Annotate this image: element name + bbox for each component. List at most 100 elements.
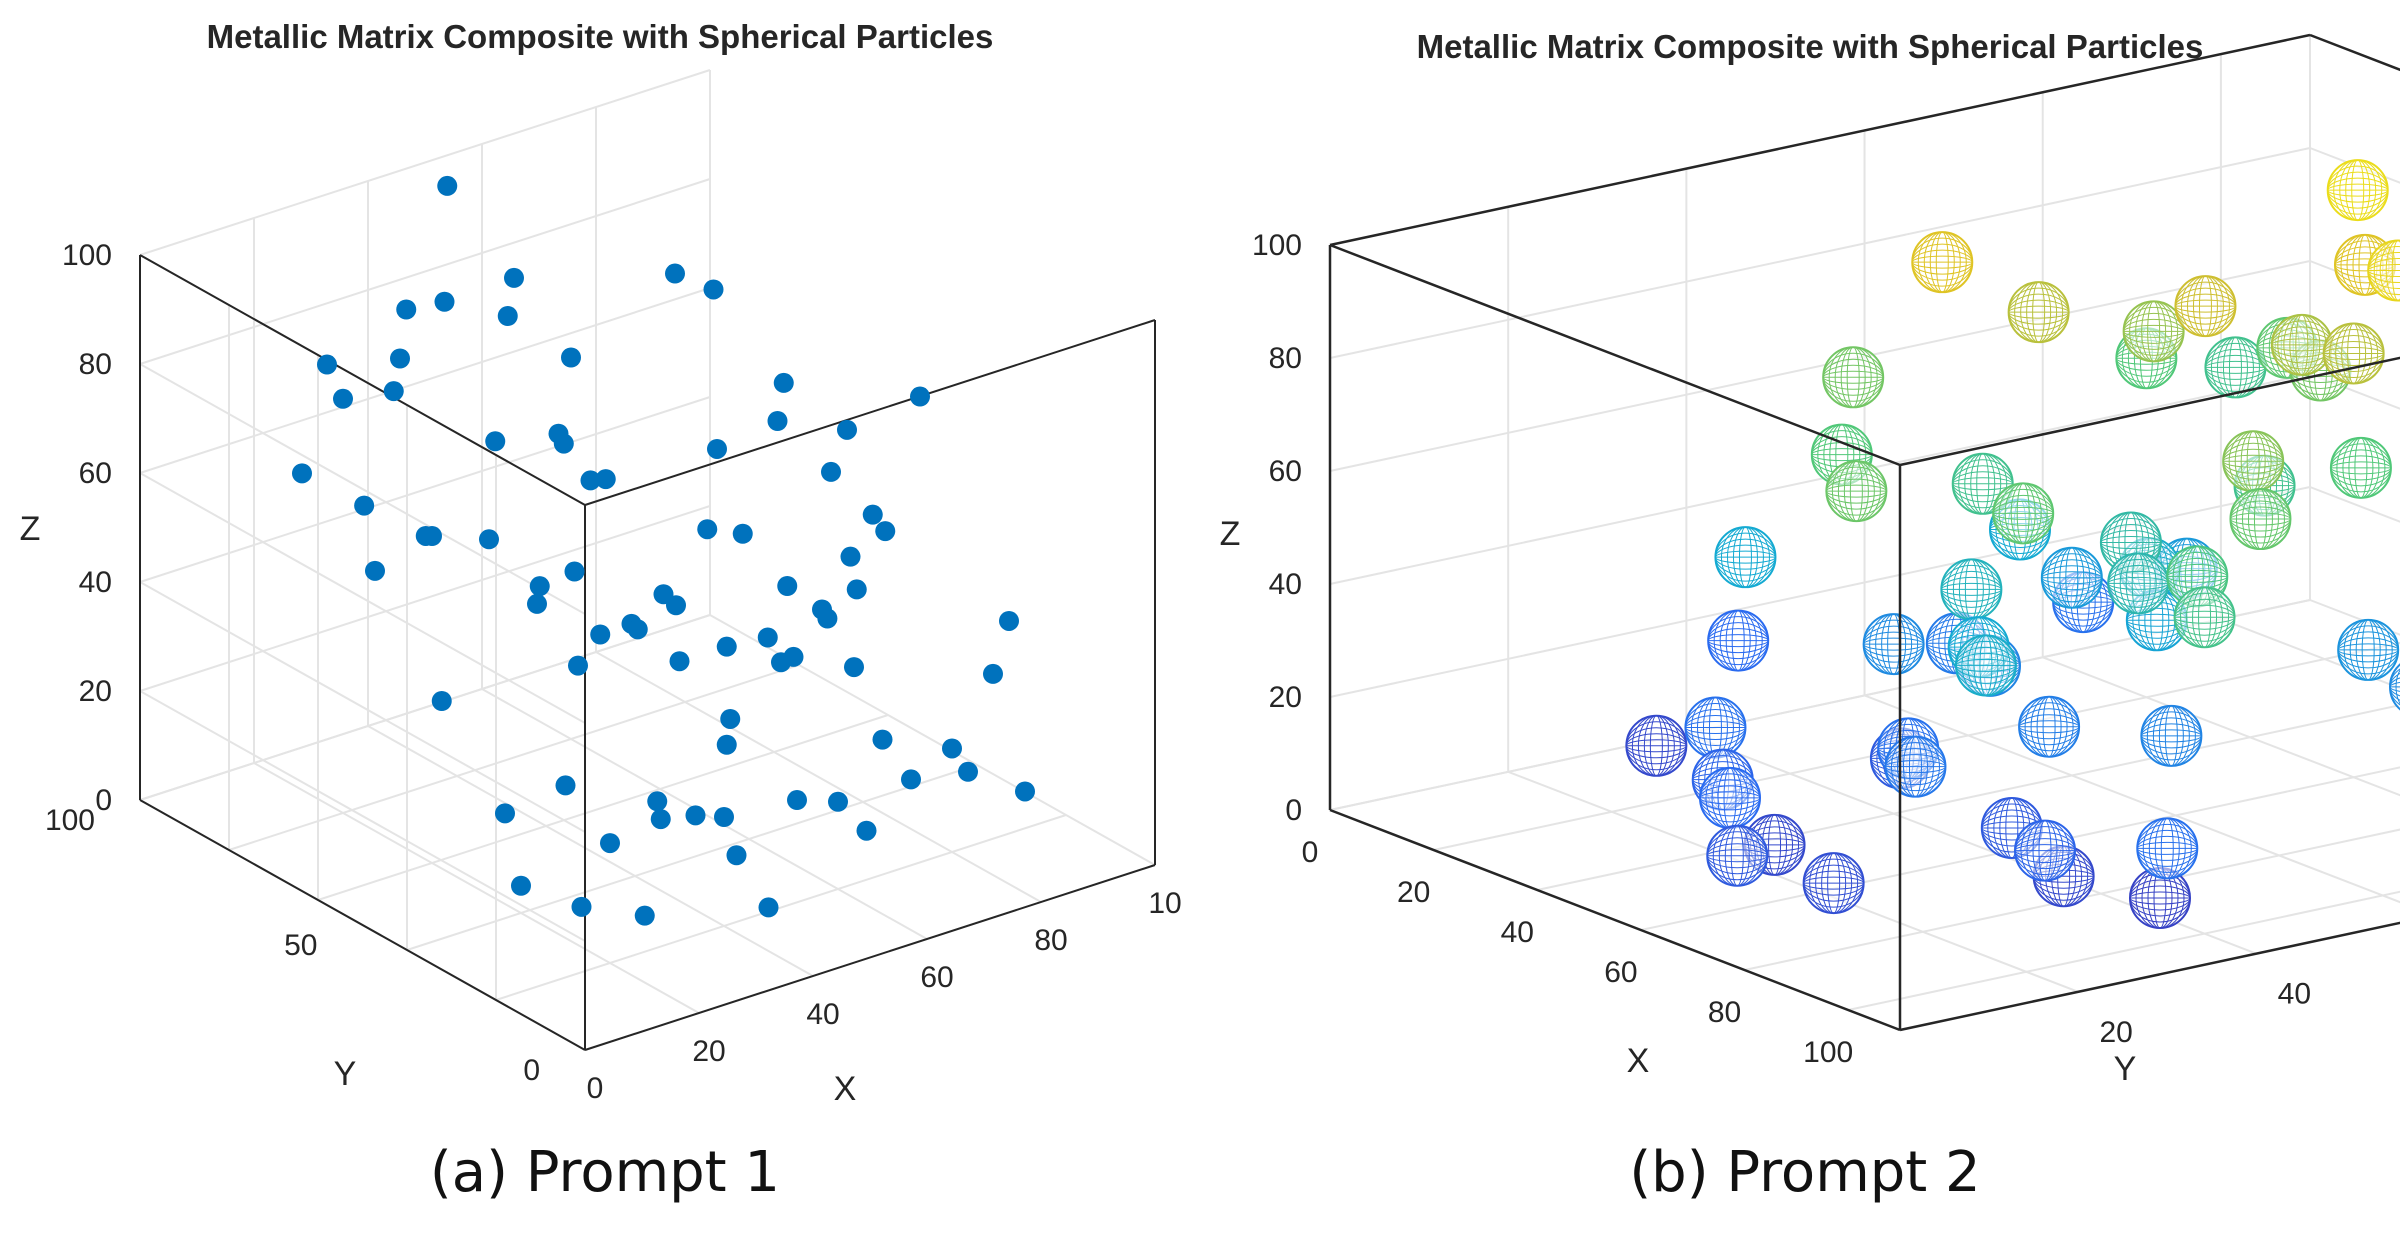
data-point <box>485 431 506 452</box>
z-tick-label: 80 <box>79 348 112 381</box>
figure-panel-b: 02040608010002040608010020406080100Metal… <box>1210 0 2400 1255</box>
data-point <box>846 579 867 600</box>
data-point <box>527 593 547 614</box>
z-tick-label: 100 <box>62 239 112 272</box>
sphere-particle <box>2337 618 2400 681</box>
data-point <box>720 708 741 729</box>
data-point <box>634 905 655 926</box>
sphere-particle <box>1992 482 2055 545</box>
grid-line <box>253 762 700 1014</box>
data-point <box>758 897 779 918</box>
sphere-particle <box>1822 346 1885 409</box>
z-tick-label: 0 <box>1285 794 1302 827</box>
data-point <box>333 388 353 409</box>
data-point <box>685 805 706 826</box>
grid-line <box>228 664 800 851</box>
data-point <box>777 576 798 596</box>
y-tick-label: 0 <box>523 1054 540 1087</box>
grid-line <box>139 505 711 692</box>
data-point <box>942 738 962 759</box>
data-point <box>767 411 788 431</box>
box-edge <box>1329 243 1901 467</box>
data-point <box>590 624 611 645</box>
data-point <box>595 469 616 490</box>
grid-line <box>139 69 711 256</box>
box-edge <box>139 254 586 506</box>
box-edge <box>139 799 586 1051</box>
sphere-particle <box>2040 546 2103 609</box>
sphere-particle <box>2018 695 2081 758</box>
figure-panel-a: 0 20 40 60 80 100 0 20 40 60 80 10 0 50 100 Metallic Ma… <box>20 18 1182 1205</box>
z-tick-label: 80 <box>1269 342 1302 375</box>
grid-line <box>139 581 586 833</box>
data-point <box>396 299 417 320</box>
data-point <box>856 820 877 841</box>
sphere-particle <box>2173 586 2236 649</box>
sphere-particle <box>1684 696 1747 759</box>
data-point <box>837 419 857 440</box>
data-point <box>726 845 747 866</box>
data-point <box>511 875 531 896</box>
data-point <box>714 807 734 827</box>
sphere-particle <box>2107 552 2170 615</box>
caption-a: (a) Prompt 1 <box>429 1140 781 1205</box>
data-point <box>479 529 499 550</box>
box-edge <box>1899 921 2400 1032</box>
sphere-particle <box>2322 322 2385 385</box>
x-tick-label: 80 <box>1708 996 1741 1029</box>
data-point <box>697 519 718 540</box>
grid-line <box>139 178 711 365</box>
grid-line <box>1329 147 2311 359</box>
sphere-particle <box>1940 558 2003 621</box>
box-edge <box>1329 33 2311 247</box>
box-edge <box>2309 33 2400 72</box>
grid-line <box>1847 890 2400 1011</box>
data-point <box>732 523 753 544</box>
x-tick-label: 0 <box>587 1072 604 1105</box>
data-point <box>390 348 410 369</box>
grid-line <box>709 614 1156 866</box>
data-point <box>292 463 312 484</box>
grid-line <box>595 651 1042 903</box>
z-axis-label: Z <box>20 510 41 548</box>
data-point <box>787 790 807 811</box>
data-point <box>901 769 921 790</box>
data-point <box>580 470 601 491</box>
data-point <box>707 438 727 459</box>
y-tick-label: 50 <box>284 929 317 962</box>
sphere-particle <box>2367 239 2400 302</box>
x-tick-label: 60 <box>920 961 953 994</box>
y-axis-label: Y <box>2114 1050 2137 1088</box>
data-point <box>568 655 588 676</box>
data-point <box>434 291 455 312</box>
data-point <box>716 734 737 755</box>
data-point <box>529 576 550 597</box>
data-point <box>669 651 690 672</box>
data-point <box>365 560 385 581</box>
sphere-particle <box>1625 714 1688 777</box>
z-tick-label: 40 <box>79 566 112 599</box>
sphere-particle <box>2329 436 2392 499</box>
data-point <box>875 521 896 542</box>
x-tick-label: 80 <box>1034 924 1067 957</box>
grid-line <box>139 690 586 942</box>
sphere-particle <box>1862 613 1925 676</box>
grid-line <box>2042 656 2400 797</box>
data-point <box>812 599 832 620</box>
data-point <box>548 423 569 444</box>
chart-b-title: Metallic Matrix Composite with Spherical… <box>1417 28 2204 65</box>
data-point <box>600 833 620 854</box>
sphere-particle <box>1802 852 1865 915</box>
y-tick-label: 40 <box>2278 978 2311 1011</box>
x-tick-label: 10 <box>1148 887 1181 920</box>
sphere-particle <box>2270 313 2333 376</box>
sphere-particle <box>1707 609 1770 672</box>
y-axis-label: Y <box>334 1055 357 1093</box>
data-point <box>627 619 648 640</box>
data-point <box>783 646 804 667</box>
x-tick-label: 20 <box>692 1035 725 1068</box>
grid-line <box>1744 828 2400 971</box>
data-point <box>840 546 861 567</box>
data-point <box>555 775 576 796</box>
grid-line <box>1507 770 2079 993</box>
